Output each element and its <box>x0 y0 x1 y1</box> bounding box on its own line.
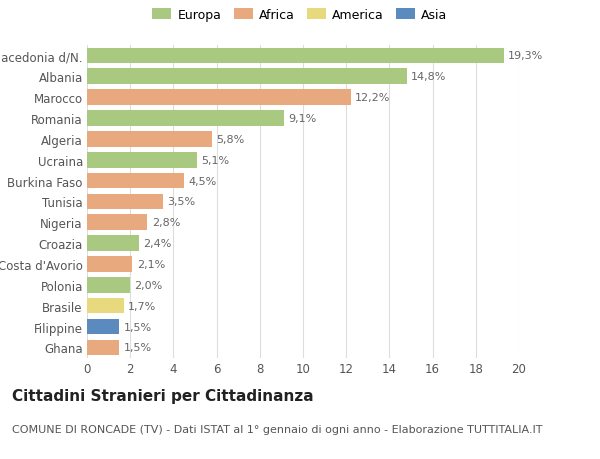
Text: 14,8%: 14,8% <box>411 72 446 82</box>
Bar <box>87 152 197 168</box>
Text: 2,4%: 2,4% <box>143 239 172 249</box>
Text: 12,2%: 12,2% <box>355 93 390 103</box>
Text: 19,3%: 19,3% <box>508 51 544 62</box>
Bar <box>87 132 212 147</box>
Text: COMUNE DI RONCADE (TV) - Dati ISTAT al 1° gennaio di ogni anno - Elaborazione TU: COMUNE DI RONCADE (TV) - Dati ISTAT al 1… <box>12 425 542 435</box>
Bar <box>87 90 350 106</box>
Text: 1,5%: 1,5% <box>124 342 152 353</box>
Bar <box>87 111 284 127</box>
Text: 3,5%: 3,5% <box>167 197 195 207</box>
Bar <box>87 69 407 85</box>
Text: 5,8%: 5,8% <box>217 134 245 145</box>
Legend: Europa, Africa, America, Asia: Europa, Africa, America, Asia <box>152 9 448 22</box>
Text: 1,5%: 1,5% <box>124 322 152 332</box>
Bar <box>87 215 148 230</box>
Bar <box>87 340 119 355</box>
Bar <box>87 257 133 272</box>
Bar <box>87 194 163 210</box>
Bar <box>87 49 504 64</box>
Text: 2,0%: 2,0% <box>134 280 163 290</box>
Text: 2,8%: 2,8% <box>152 218 180 228</box>
Bar <box>87 277 130 293</box>
Text: 9,1%: 9,1% <box>288 114 316 124</box>
Text: 2,1%: 2,1% <box>137 259 165 269</box>
Bar <box>87 298 124 314</box>
Text: 5,1%: 5,1% <box>202 155 230 165</box>
Bar <box>87 319 119 335</box>
Text: Cittadini Stranieri per Cittadinanza: Cittadini Stranieri per Cittadinanza <box>12 388 314 403</box>
Bar <box>87 236 139 252</box>
Text: 1,7%: 1,7% <box>128 301 156 311</box>
Bar <box>87 174 184 189</box>
Text: 4,5%: 4,5% <box>188 176 217 186</box>
